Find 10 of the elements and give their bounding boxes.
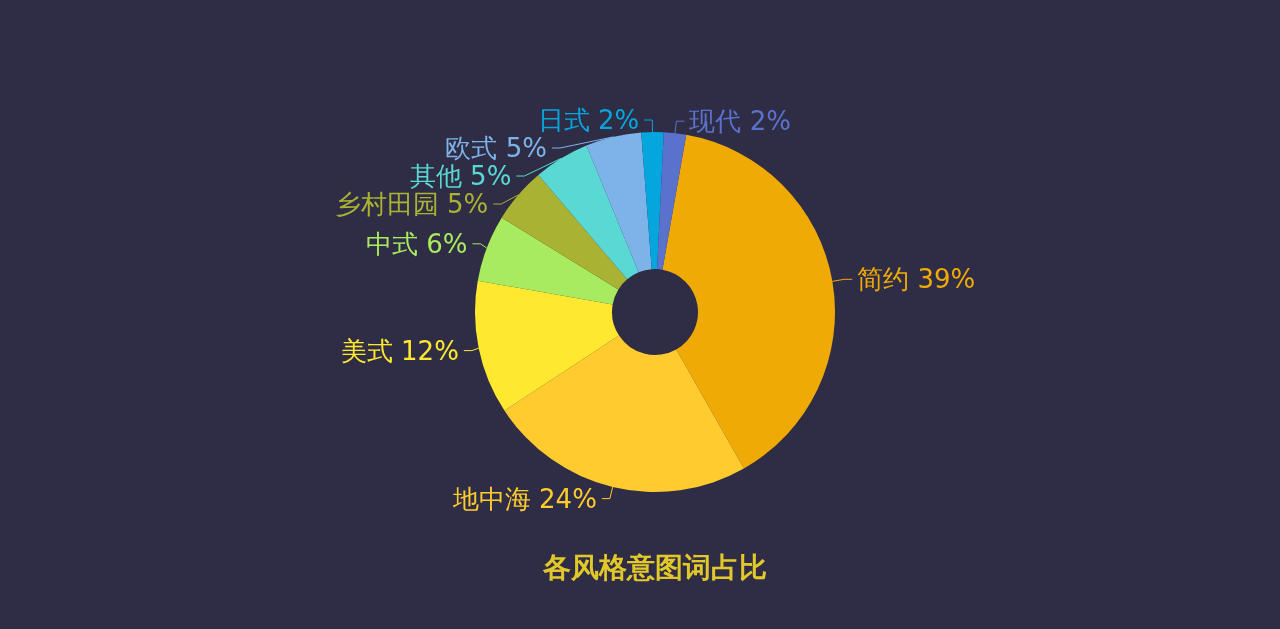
slice-label: 美式 12% bbox=[340, 335, 459, 366]
slice-label: 简约 39% bbox=[857, 264, 976, 295]
slice-label: 日式 2% bbox=[537, 105, 640, 136]
text: 各风格意图词占比 bbox=[542, 550, 767, 584]
slice-label: 欧式 5% bbox=[445, 133, 547, 164]
slice-label: 其他 5% bbox=[409, 161, 512, 192]
slice-label: 地中海 24% bbox=[451, 483, 597, 514]
slice-label: 中式 6% bbox=[365, 228, 468, 259]
slice-label: 现代 2% bbox=[689, 106, 791, 137]
slice-label: 乡村田园 5% bbox=[334, 189, 489, 220]
